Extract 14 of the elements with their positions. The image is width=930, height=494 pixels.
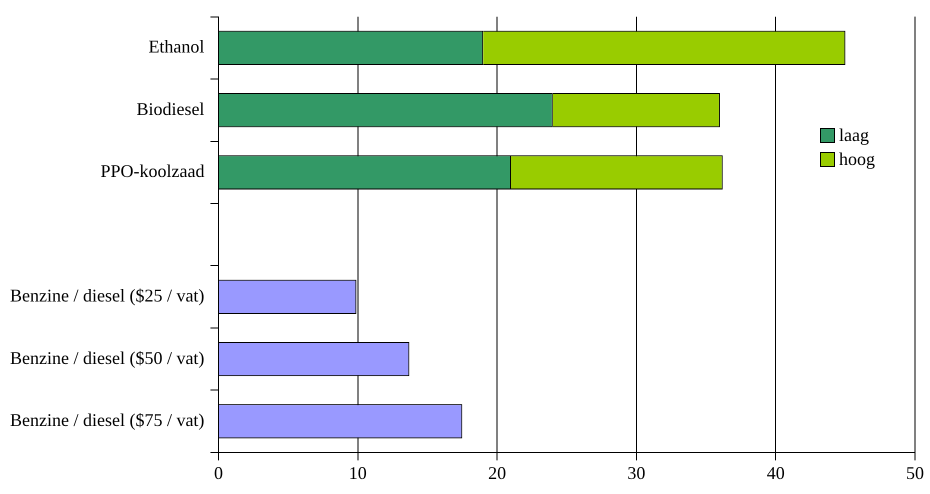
y-tick-label: Benzine / diesel ($75 / vat) [10, 410, 204, 430]
legend-label: hoog [839, 148, 875, 170]
y-tick-label: Biodiesel [136, 98, 204, 119]
y-tick-label: Ethanol [148, 36, 204, 57]
y-tick-label: PPO-koolzaad [100, 161, 204, 182]
x-tick-label: 10 [348, 462, 367, 483]
x-tick-label: 30 [627, 462, 646, 483]
x-tick-label: 40 [766, 462, 785, 483]
x-tick-label: 0 [214, 462, 223, 483]
x-tick-label: 50 [906, 462, 924, 483]
y-tick-label: Benzine / diesel ($50 / vat) [10, 348, 204, 368]
legend-label: laag [839, 124, 869, 146]
y-tick-label: Benzine / diesel ($25 / vat) [10, 286, 204, 306]
x-tick-label: 20 [488, 462, 506, 483]
